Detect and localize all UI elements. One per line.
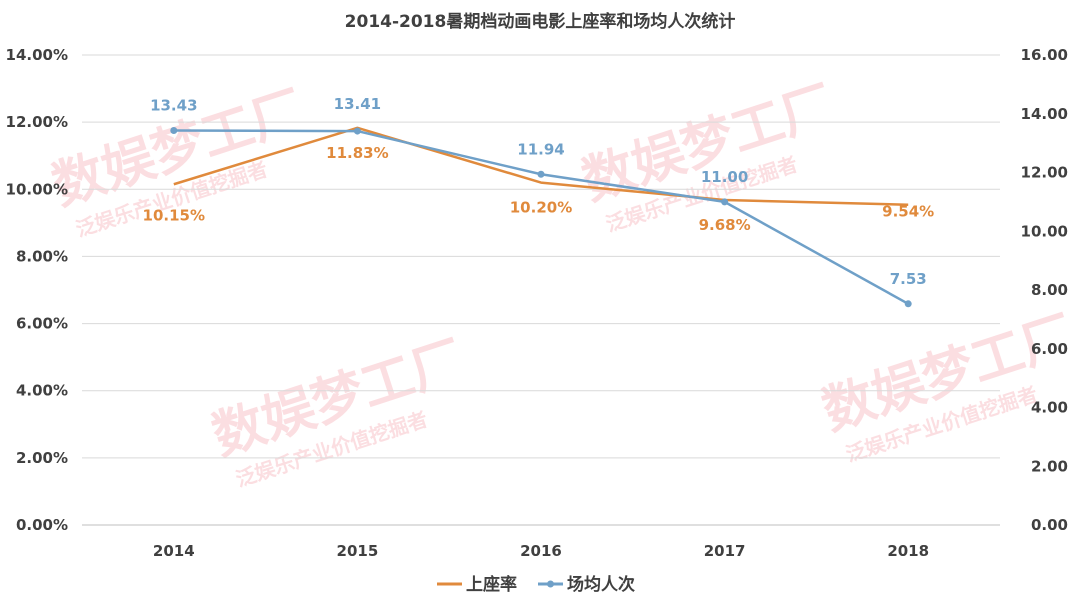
data-label-avg-audience: 13.43 bbox=[150, 96, 197, 114]
series-line-occupancy bbox=[173, 126, 909, 206]
x-tick-label: 2017 bbox=[704, 542, 746, 560]
y-left-tick-label: 14.00% bbox=[6, 46, 68, 64]
y-left-tick-label: 8.00% bbox=[16, 247, 68, 265]
gridlines bbox=[82, 54, 1000, 526]
y-right-tick-label: 10.00 bbox=[1021, 222, 1068, 240]
y-right-tick-label: 12.00 bbox=[1021, 164, 1068, 182]
y-axis-left: 0.00% 2.00% 4.00% 6.00% 8.00% 10.00% 12.00% 14.… bbox=[6, 46, 68, 534]
y-right-tick-label: 14.00 bbox=[1021, 105, 1068, 123]
x-tick-label: 2015 bbox=[337, 542, 379, 560]
legend: 上座率 场均人次 bbox=[437, 574, 635, 595]
legend-label-avg-audience: 场均人次 bbox=[567, 574, 635, 595]
data-label-avg-audience: 11.00 bbox=[701, 168, 748, 186]
data-label-avg-audience: 13.41 bbox=[334, 95, 381, 113]
series-layer bbox=[170, 126, 912, 308]
data-label-occupancy: 11.83% bbox=[326, 144, 388, 162]
data-labels: 10.15% 11.83% 10.20% 9.68% 9.54% 13.43 13.41 11… bbox=[143, 95, 935, 288]
y-axis-right: 0.00 2.00 4.00 6.00 8.00 10.00 12.00 14.00 16.00 bbox=[1021, 46, 1068, 534]
data-point bbox=[721, 198, 729, 206]
data-point bbox=[904, 300, 912, 308]
y-left-tick-label: 4.00% bbox=[16, 382, 68, 400]
data-label-occupancy: 9.54% bbox=[882, 203, 934, 221]
data-label-occupancy: 10.15% bbox=[143, 206, 205, 224]
y-left-tick-label: 2.00% bbox=[16, 449, 68, 467]
data-point bbox=[537, 170, 545, 178]
x-tick-label: 2016 bbox=[520, 542, 562, 560]
chart-title: 2014-2018暑期档动画电影上座率和场均人次统计 bbox=[345, 11, 736, 32]
x-tick-label: 2018 bbox=[887, 542, 929, 560]
data-label-occupancy: 10.20% bbox=[510, 199, 572, 217]
y-right-tick-label: 16.00 bbox=[1021, 46, 1068, 64]
data-point bbox=[353, 127, 361, 135]
data-label-avg-audience: 11.94 bbox=[517, 140, 564, 158]
x-tick-label: 2014 bbox=[153, 542, 195, 560]
y-left-tick-label: 12.00% bbox=[6, 113, 68, 131]
y-left-tick-label: 0.00% bbox=[16, 516, 68, 534]
data-point bbox=[170, 126, 178, 134]
y-left-tick-label: 10.00% bbox=[6, 180, 68, 198]
y-right-tick-label: 6.00 bbox=[1031, 340, 1068, 358]
x-axis: 2014 2015 2016 2017 2018 bbox=[153, 542, 929, 560]
y-right-tick-label: 8.00 bbox=[1031, 281, 1068, 299]
y-right-tick-label: 2.00 bbox=[1031, 457, 1068, 475]
data-label-avg-audience: 7.53 bbox=[890, 270, 927, 288]
legend-label-occupancy: 上座率 bbox=[466, 574, 517, 595]
y-right-tick-label: 0.00 bbox=[1031, 516, 1068, 534]
data-label-occupancy: 9.68% bbox=[699, 216, 751, 234]
y-right-tick-label: 4.00 bbox=[1031, 399, 1068, 417]
y-left-tick-label: 6.00% bbox=[16, 315, 68, 333]
legend-marker-avg-audience bbox=[547, 580, 554, 588]
